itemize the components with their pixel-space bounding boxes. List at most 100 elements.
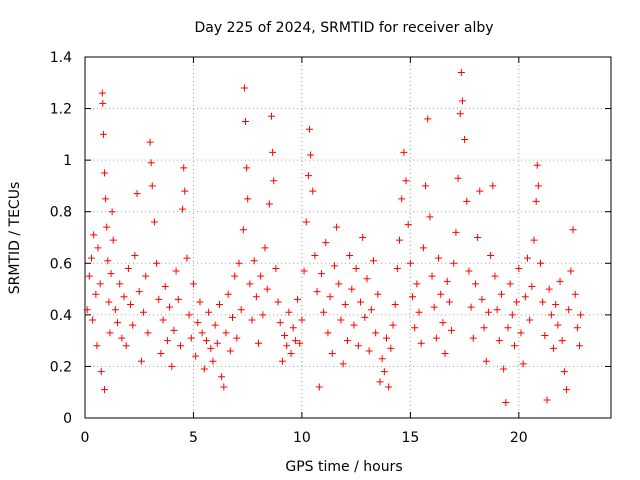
- data-point: [571, 290, 579, 298]
- data-point: [176, 342, 184, 350]
- data-point: [243, 164, 251, 172]
- data-point: [170, 326, 178, 334]
- data-point: [517, 329, 525, 337]
- data-point: [291, 337, 299, 345]
- data-point: [539, 298, 547, 306]
- x-tick-label: 15: [401, 430, 419, 446]
- data-point: [400, 148, 408, 156]
- data-point: [428, 272, 436, 280]
- data-point: [304, 172, 312, 180]
- data-point: [237, 306, 245, 314]
- y-tick-label: 1: [63, 153, 72, 169]
- data-point: [469, 334, 477, 342]
- data-point: [283, 342, 291, 350]
- grid-layer: [85, 57, 611, 418]
- data-point: [263, 285, 271, 293]
- data-point: [419, 244, 427, 252]
- data-point: [437, 290, 445, 298]
- data-point: [307, 151, 315, 159]
- data-point: [356, 298, 364, 306]
- data-point: [224, 290, 232, 298]
- data-point: [389, 321, 397, 329]
- data-point: [226, 347, 234, 355]
- data-point: [228, 313, 236, 321]
- data-point: [324, 329, 332, 337]
- data-point: [311, 252, 319, 260]
- data-point: [556, 277, 564, 285]
- data-point: [302, 218, 310, 226]
- data-point: [391, 301, 399, 309]
- x-axis-label: GPS time / hours: [285, 459, 402, 475]
- data-point: [383, 334, 391, 342]
- data-point: [493, 306, 501, 314]
- data-point: [367, 306, 375, 314]
- data-point: [92, 290, 100, 298]
- data-point: [174, 295, 182, 303]
- data-point: [274, 298, 282, 306]
- data-point: [393, 264, 401, 272]
- data-point: [577, 311, 585, 319]
- data-point: [259, 311, 267, 319]
- data-point: [558, 337, 566, 345]
- data-point: [103, 223, 111, 231]
- data-point: [508, 311, 516, 319]
- data-point: [491, 272, 499, 280]
- data-point: [150, 218, 158, 226]
- data-point: [461, 136, 469, 144]
- data-point: [135, 288, 143, 296]
- y-tick-label: 0.2: [50, 359, 72, 375]
- data-point: [144, 329, 152, 337]
- data-point: [523, 254, 531, 262]
- data-point: [98, 89, 106, 97]
- data-point: [409, 293, 417, 301]
- data-point: [521, 293, 529, 301]
- data-point: [172, 267, 180, 275]
- data-point: [278, 357, 286, 365]
- data-point: [415, 308, 423, 316]
- data-point: [261, 244, 269, 252]
- data-point: [207, 344, 215, 352]
- data-point: [102, 195, 110, 203]
- data-point: [255, 339, 263, 347]
- data-point: [341, 301, 349, 309]
- data-point: [157, 350, 165, 358]
- tick-layer: 0 0.2 0.4 0.6 0.8 1 1.2 1.4 0 5 10 15 20: [50, 50, 611, 446]
- data-point: [565, 306, 573, 314]
- data-point: [168, 362, 176, 370]
- data-point: [426, 213, 434, 221]
- data-point: [402, 177, 410, 185]
- data-point: [122, 342, 130, 350]
- data-point: [101, 169, 109, 177]
- data-point: [235, 259, 243, 267]
- data-point: [430, 303, 438, 311]
- data-point: [560, 368, 568, 376]
- data-point: [111, 306, 119, 314]
- data-point: [378, 355, 386, 363]
- data-point: [411, 324, 419, 332]
- data-point: [333, 223, 341, 231]
- data-point: [239, 226, 247, 234]
- data-point: [387, 344, 395, 352]
- data-point: [296, 339, 304, 347]
- data-point: [422, 182, 430, 190]
- data-point: [385, 383, 393, 391]
- data-point: [563, 386, 571, 394]
- data-point: [181, 187, 189, 195]
- data-point: [265, 200, 273, 208]
- data-point: [346, 252, 354, 260]
- data-point: [287, 350, 295, 358]
- data-point: [118, 334, 126, 342]
- data-point: [502, 399, 510, 407]
- data-point: [569, 226, 577, 234]
- data-point: [99, 99, 107, 107]
- data-point: [192, 352, 200, 360]
- data-point: [189, 280, 197, 288]
- data-point: [482, 357, 490, 365]
- data-point: [510, 342, 518, 350]
- data-point: [573, 324, 581, 332]
- data-point: [348, 285, 356, 293]
- data-point: [552, 301, 560, 309]
- data-point: [497, 290, 505, 298]
- data-point: [500, 365, 508, 373]
- data-point: [541, 331, 549, 339]
